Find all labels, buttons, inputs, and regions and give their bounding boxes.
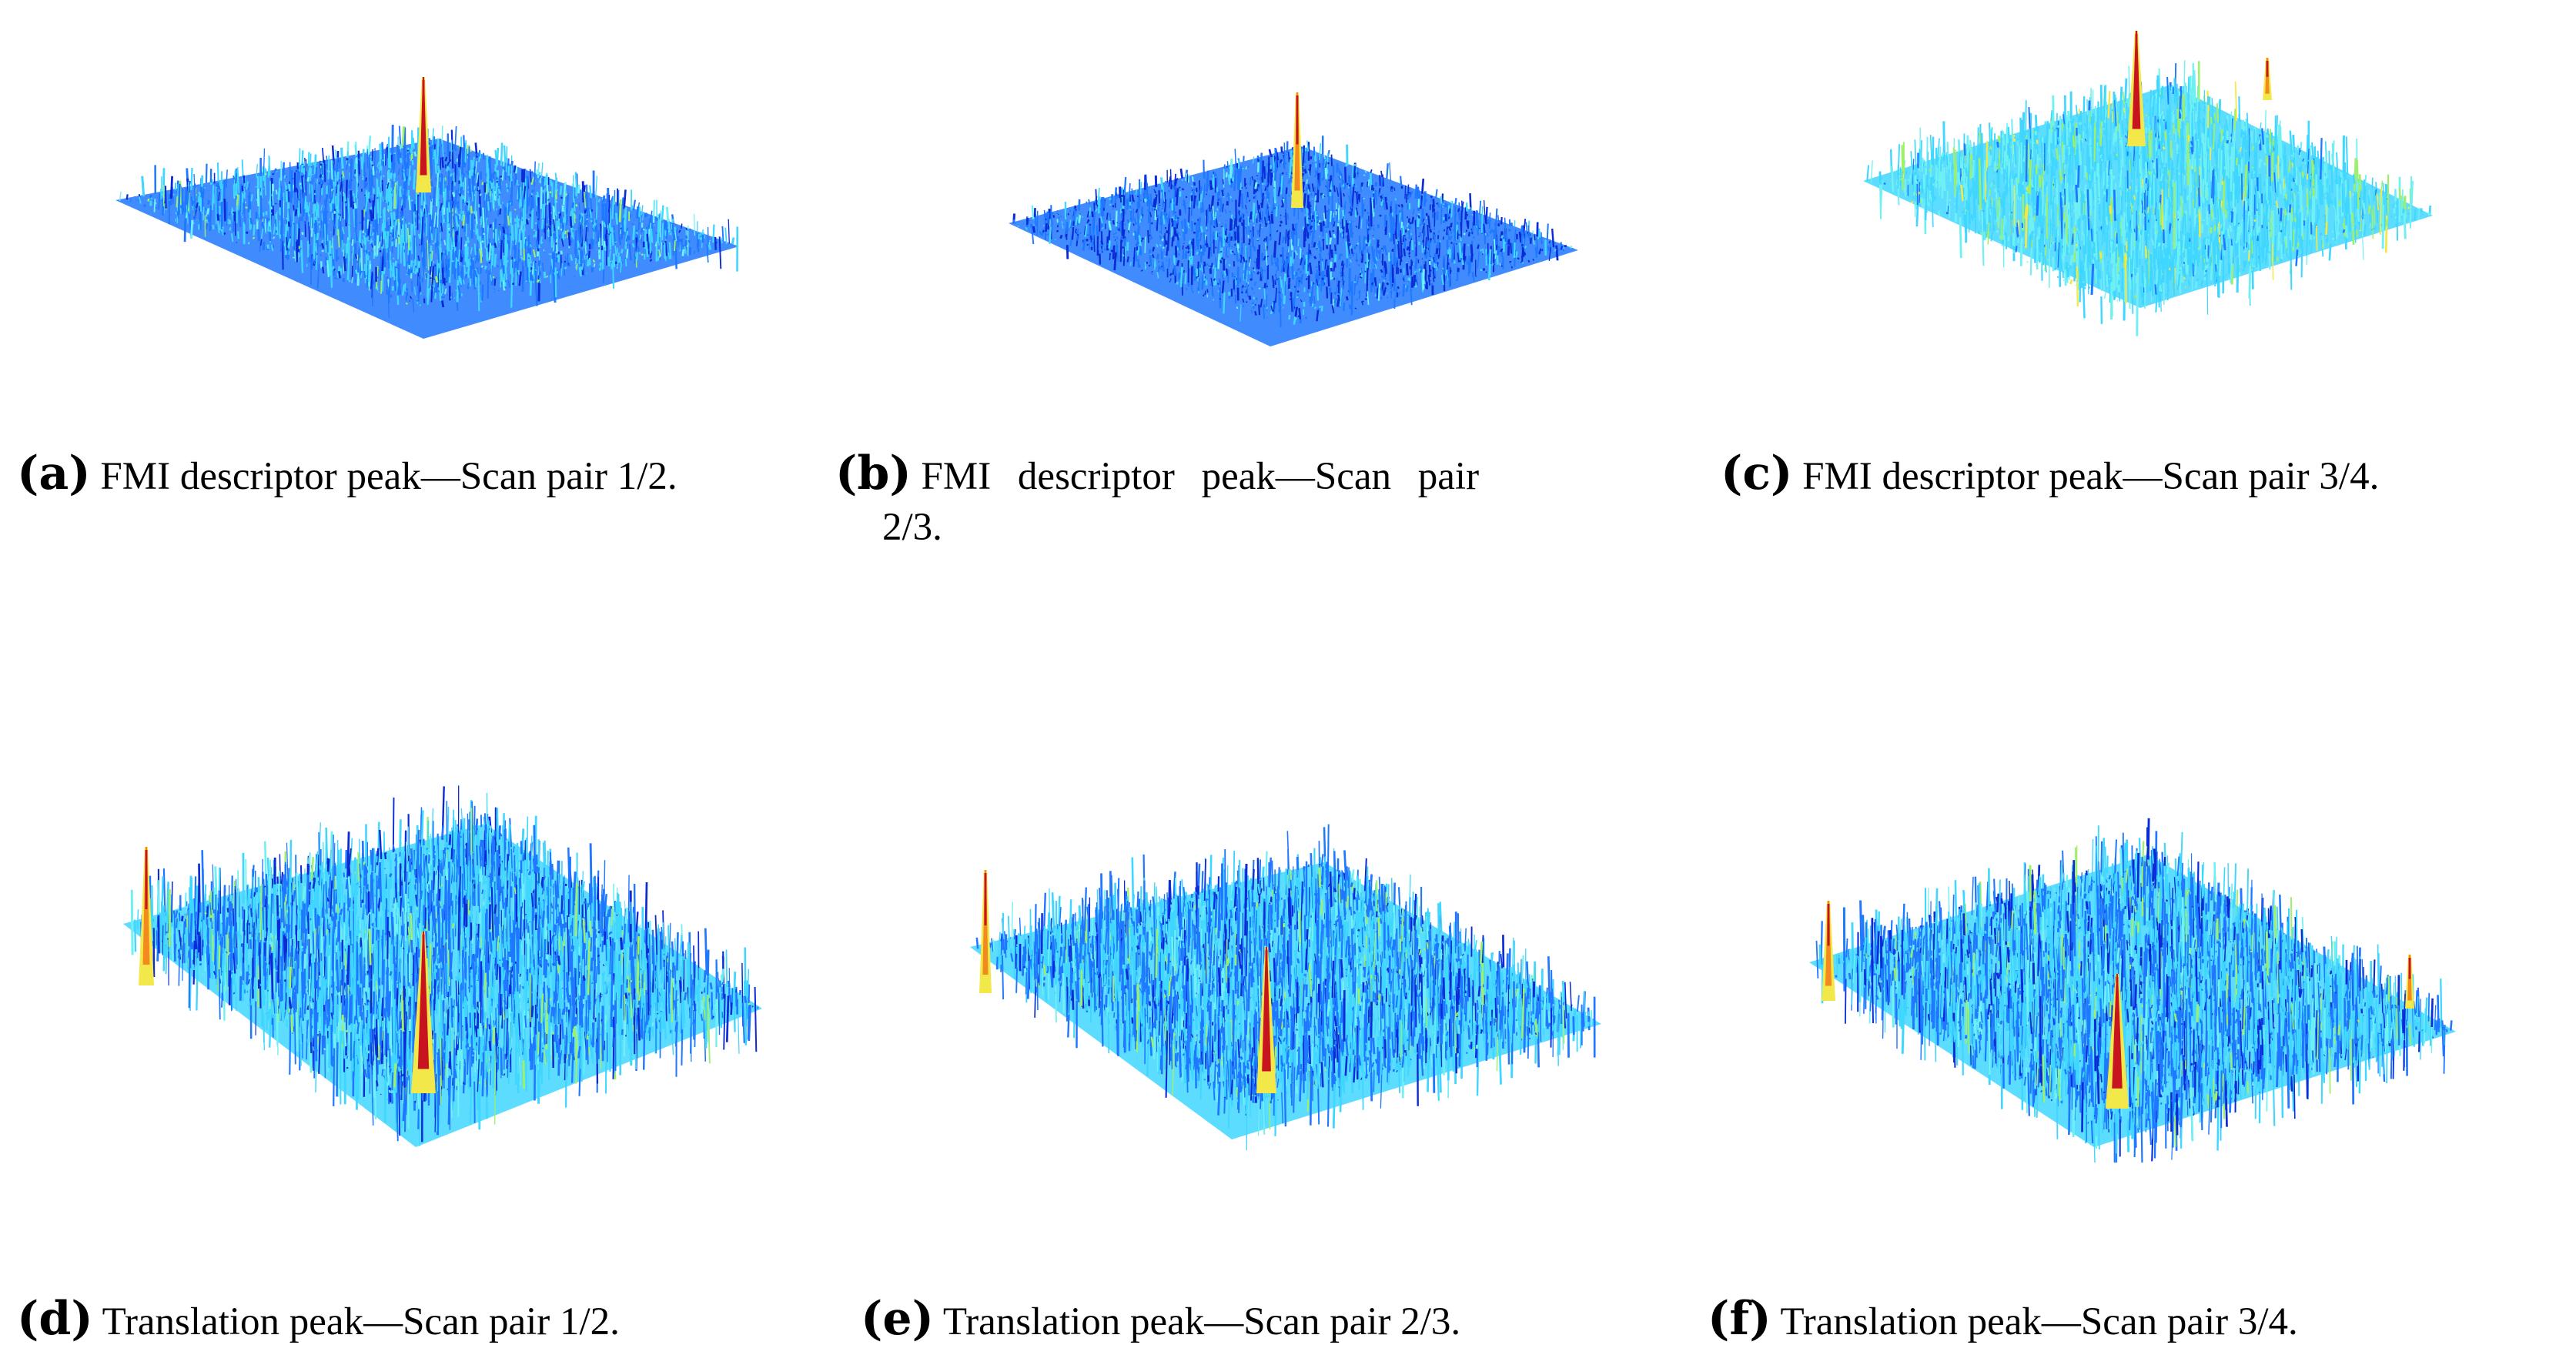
caption-a: (a) FMI descriptor peak—Scan pair 1/2. <box>17 448 677 502</box>
surface-plot-e <box>970 824 1601 1151</box>
surface-plot-d <box>123 785 762 1147</box>
caption-e: (e) Translation peak—Scan pair 2/3. <box>861 1293 1460 1347</box>
surface-plot-b <box>1009 92 1578 346</box>
caption-d: (d) Translation peak—Scan pair 1/2. <box>17 1293 620 1347</box>
surface-plot-f <box>1809 818 2456 1163</box>
caption-c: (c) FMI descriptor peak—Scan pair 3/4. <box>1721 448 2379 502</box>
surface-plot-a <box>115 77 739 339</box>
caption-b: (b) FMI descriptor peak—Scan pair <box>835 448 1479 502</box>
surface-plot-c <box>1863 31 2433 336</box>
caption-b-continuation: 2/3. <box>882 502 942 553</box>
caption-f: (f) Translation peak—Scan pair 3/4. <box>1708 1293 2298 1347</box>
